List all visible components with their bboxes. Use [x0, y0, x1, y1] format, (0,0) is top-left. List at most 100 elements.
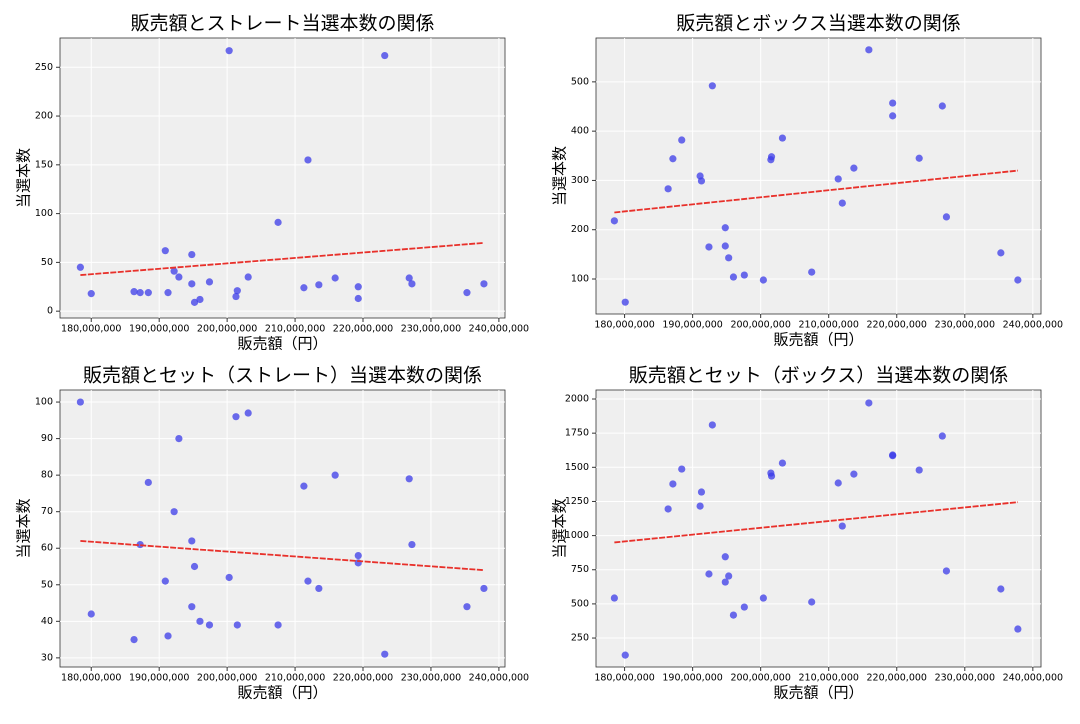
point — [664, 505, 672, 513]
point — [669, 480, 677, 488]
point — [915, 154, 923, 162]
point — [480, 584, 488, 593]
y-tick-label: 50 — [41, 579, 53, 590]
point — [381, 51, 389, 60]
point — [669, 155, 677, 163]
point — [232, 292, 240, 301]
point — [697, 488, 706, 496]
point — [865, 399, 873, 407]
point — [304, 156, 312, 164]
y-tick-label: 200 — [35, 111, 53, 122]
point — [315, 584, 323, 593]
x-axis-label: 販売額（円） — [237, 684, 327, 702]
point — [300, 482, 308, 490]
point — [759, 276, 767, 284]
point — [315, 281, 323, 289]
plot-area — [595, 389, 1042, 668]
y-tick-label: 100 — [35, 208, 53, 219]
y-tick-label: 750 — [571, 564, 589, 575]
point — [136, 540, 144, 549]
point — [300, 284, 308, 292]
x-tick-label: 220,000,000 — [333, 673, 393, 684]
point — [938, 432, 946, 440]
point — [721, 553, 729, 561]
y-tick-label: 1250 — [565, 496, 589, 507]
point — [304, 577, 312, 585]
point — [144, 289, 152, 297]
chart-title: 販売額とストレート当選本数の関係 — [130, 13, 434, 35]
point — [274, 621, 282, 629]
point — [610, 217, 618, 225]
point — [381, 650, 389, 658]
y-tick-label: 70 — [41, 506, 53, 517]
point — [696, 502, 704, 510]
point — [354, 294, 362, 303]
point — [144, 478, 152, 487]
point — [170, 267, 178, 275]
x-tick-label: 180,000,000 — [61, 324, 121, 335]
plot-area — [59, 37, 506, 319]
point — [708, 421, 716, 429]
x-tick-label: 240,000,000 — [1003, 320, 1063, 331]
point — [190, 562, 199, 571]
point — [729, 273, 738, 281]
point — [721, 224, 729, 232]
y-tick-label: 40 — [41, 616, 53, 627]
point — [188, 280, 196, 288]
x-tick-label: 240,000,000 — [469, 324, 529, 335]
point — [740, 603, 748, 611]
point — [767, 153, 776, 161]
point — [205, 621, 214, 629]
point — [161, 577, 169, 585]
y-tick-label: 300 — [571, 175, 589, 186]
x-tick-label: 220,000,000 — [333, 324, 393, 335]
point — [889, 452, 897, 460]
point — [233, 287, 241, 295]
point — [196, 617, 204, 625]
x-tick-label: 200,000,000 — [730, 320, 790, 331]
chart-title: 販売額とセット（ボックス）当選本数の関係 — [629, 365, 1008, 387]
x-tick-label: 180,000,000 — [594, 320, 654, 331]
y-tick-label: 250 — [571, 633, 589, 644]
point — [838, 199, 846, 207]
point — [463, 603, 471, 611]
point — [705, 570, 713, 578]
y-tick-label: 50 — [41, 257, 53, 268]
point — [354, 283, 362, 291]
chart-title: 販売額とセット（ストレート）当選本数の関係 — [83, 365, 482, 387]
x-tick-label: 230,000,000 — [935, 320, 995, 331]
point — [678, 136, 686, 144]
point — [915, 466, 923, 474]
chart-title: 販売額とボックス当選本数の関係 — [676, 13, 960, 35]
y-axis-label: 当選本数 — [15, 148, 33, 208]
point — [161, 247, 169, 255]
point — [850, 164, 858, 172]
point — [1014, 276, 1022, 284]
point — [778, 459, 787, 467]
point — [354, 551, 362, 560]
y-tick-label: 90 — [41, 433, 53, 444]
y-tick-label: 0 — [47, 306, 53, 317]
x-tick-label: 180,000,000 — [594, 673, 654, 684]
point — [729, 611, 738, 619]
point — [767, 472, 776, 480]
y-tick-label: 150 — [35, 159, 53, 170]
point — [76, 263, 84, 271]
x-tick-label: 200,000,000 — [197, 673, 257, 684]
point — [480, 280, 488, 288]
point — [164, 632, 172, 640]
y-tick-label: 100 — [571, 274, 589, 285]
point — [130, 288, 138, 296]
point — [205, 278, 214, 286]
y-tick-label: 250 — [35, 62, 53, 73]
point — [740, 271, 748, 279]
point — [938, 102, 946, 110]
point — [759, 594, 767, 602]
point — [87, 610, 95, 618]
x-tick-label: 210,000,000 — [798, 320, 858, 331]
x-tick-label: 190,000,000 — [662, 673, 722, 684]
point — [725, 254, 733, 262]
x-axis-label: 販売額（円） — [773, 331, 863, 349]
point — [889, 112, 897, 120]
